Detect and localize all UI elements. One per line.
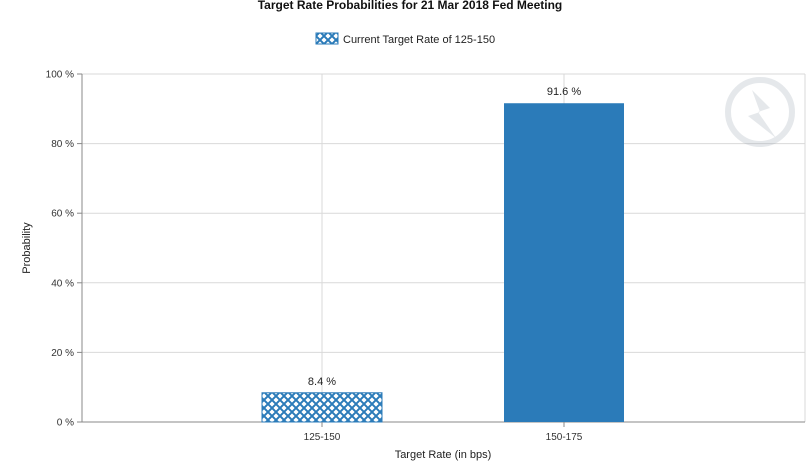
- x-axis-label: Target Rate (in bps): [395, 449, 492, 461]
- y-tick-label: 60 %: [51, 209, 74, 220]
- data-label: 8.4 %: [308, 376, 336, 388]
- y-tick-label: 80 %: [51, 139, 74, 150]
- data-labels: 8.4 % 91.6 %: [308, 86, 581, 388]
- chart-title: Target Rate Probabilities for 21 Mar 201…: [258, 0, 563, 12]
- y-axis-ticks: 0 % 20 % 40 % 60 % 80 % 100 %: [46, 70, 82, 429]
- legend: Current Target Rate of 125-150: [315, 32, 495, 46]
- gridlines: [81, 73, 806, 423]
- y-tick-label: 0 %: [57, 418, 74, 429]
- y-axis-label: Probability: [21, 222, 33, 274]
- y-tick-label: 40 %: [51, 278, 74, 289]
- legend-label: Current Target Rate of 125-150: [343, 34, 495, 46]
- cme-fedwatch-logo-icon: [725, 77, 795, 147]
- bar-150-175: [504, 103, 624, 423]
- bars: [261, 103, 624, 423]
- x-axis-ticks: 125-150 150-175: [304, 422, 583, 443]
- data-label: 91.6 %: [547, 86, 581, 98]
- x-tick-label: 125-150: [304, 432, 341, 443]
- y-tick-label: 100 %: [46, 70, 74, 81]
- legend-swatch: [315, 32, 339, 45]
- x-tick-label: 150-175: [546, 432, 583, 443]
- y-tick-label: 20 %: [51, 348, 74, 359]
- bar-125-150: [261, 392, 383, 423]
